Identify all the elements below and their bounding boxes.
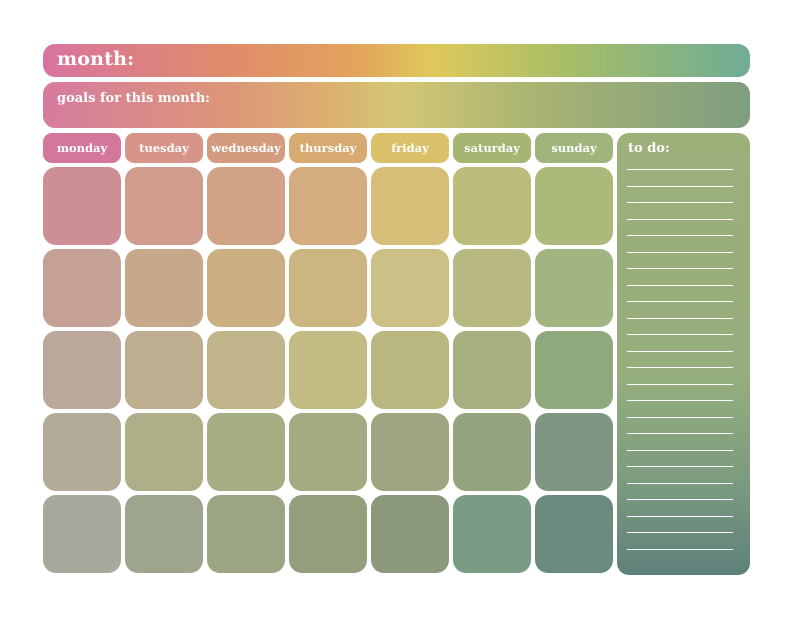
weekday-header-thursday: thursday (289, 133, 367, 163)
calendar-day-cell[interactable] (207, 413, 285, 491)
calendar-day-cell[interactable] (125, 167, 203, 245)
calendar-day-cell[interactable] (43, 495, 121, 573)
weekday-header-tuesday: tuesday (125, 133, 203, 163)
calendar-day-cell[interactable] (453, 495, 531, 573)
todo-line[interactable] (627, 466, 733, 467)
calendar-day-cell[interactable] (535, 249, 613, 327)
todo-line[interactable] (627, 499, 733, 500)
month-header-bar: month: (43, 44, 750, 77)
calendar-day-cell[interactable] (43, 249, 121, 327)
calendar-day-cell[interactable] (125, 249, 203, 327)
calendar-day-cell[interactable] (207, 495, 285, 573)
calendar-day-cell[interactable] (371, 167, 449, 245)
goals-bar: goals for this month: (43, 82, 750, 128)
todo-line[interactable] (627, 301, 733, 302)
todo-line[interactable] (627, 235, 733, 236)
calendar-day-cell[interactable] (535, 413, 613, 491)
calendar-day-cell[interactable] (43, 167, 121, 245)
calendar-day-cell[interactable] (125, 495, 203, 573)
calendar-day-cell[interactable] (453, 249, 531, 327)
month-label: month: (57, 48, 135, 70)
calendar-day-cell[interactable] (535, 167, 613, 245)
calendar-day-cell[interactable] (207, 331, 285, 409)
weekday-header-friday: friday (371, 133, 449, 163)
todo-line[interactable] (627, 317, 733, 319)
todo-line[interactable] (627, 251, 733, 253)
calendar-day-cell[interactable] (371, 413, 449, 491)
todo-line[interactable] (627, 185, 733, 187)
todo-line[interactable] (627, 400, 733, 401)
calendar-day-cell[interactable] (289, 167, 367, 245)
todo-line[interactable] (627, 169, 733, 170)
calendar-day-cell[interactable] (371, 249, 449, 327)
todo-line[interactable] (627, 548, 733, 550)
weekday-header-saturday: saturday (453, 133, 531, 163)
todo-panel: to do: (617, 133, 750, 575)
todo-line[interactable] (627, 383, 733, 385)
todo-line[interactable] (627, 334, 733, 335)
calendar-day-cell[interactable] (371, 331, 449, 409)
todo-label: to do: (628, 141, 670, 156)
calendar-day-cell[interactable] (43, 331, 121, 409)
calendar-day-cell[interactable] (535, 331, 613, 409)
calendar-day-cell[interactable] (289, 331, 367, 409)
calendar-day-cell[interactable] (43, 413, 121, 491)
calendar-day-cell[interactable] (125, 413, 203, 491)
weekday-header-monday: monday (43, 133, 121, 163)
calendar-day-cell[interactable] (453, 413, 531, 491)
todo-line[interactable] (627, 433, 733, 434)
todo-line[interactable] (627, 449, 733, 451)
goals-label: goals for this month: (57, 91, 210, 106)
calendar-day-cell[interactable] (207, 249, 285, 327)
todo-line[interactable] (627, 350, 733, 352)
calendar-day-cell[interactable] (453, 167, 531, 245)
todo-line[interactable] (627, 268, 733, 269)
calendar-day-cell[interactable] (125, 331, 203, 409)
calendar-day-cell[interactable] (535, 495, 613, 573)
todo-line[interactable] (627, 284, 733, 286)
weekday-header-sunday: sunday (535, 133, 613, 163)
todo-line[interactable] (627, 515, 733, 517)
todo-line[interactable] (627, 202, 733, 203)
weekday-header-wednesday: wednesday (207, 133, 285, 163)
calendar-day-cell[interactable] (207, 167, 285, 245)
calendar-day-cell[interactable] (371, 495, 449, 573)
calendar-day-cell[interactable] (289, 249, 367, 327)
todo-line[interactable] (627, 218, 733, 220)
todo-line[interactable] (627, 532, 733, 533)
calendar-day-cell[interactable] (289, 495, 367, 573)
todo-line[interactable] (627, 482, 733, 484)
todo-line[interactable] (627, 367, 733, 368)
calendar-day-cell[interactable] (289, 413, 367, 491)
calendar-day-cell[interactable] (453, 331, 531, 409)
todo-line[interactable] (627, 416, 733, 418)
